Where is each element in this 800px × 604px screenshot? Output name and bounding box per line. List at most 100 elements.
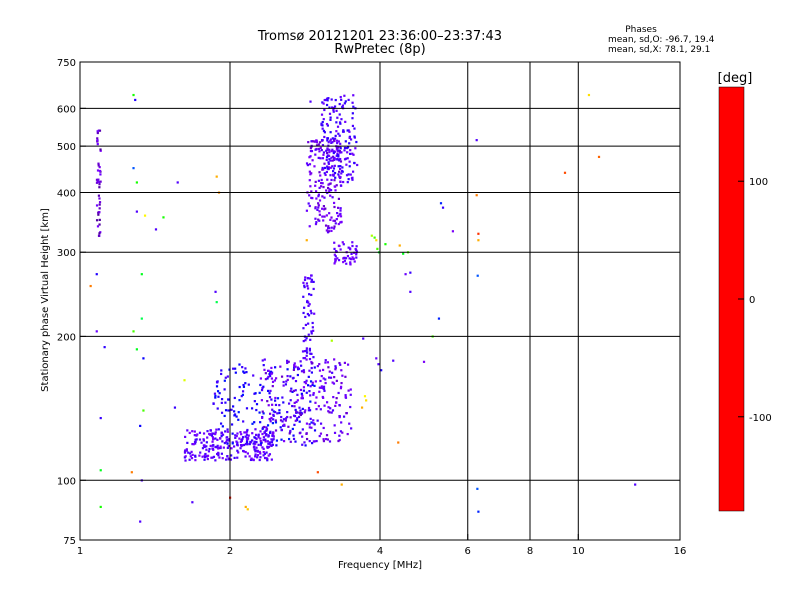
data-point (96, 139, 99, 142)
data-point (308, 170, 311, 173)
data-point (348, 160, 351, 163)
data-point (307, 141, 310, 144)
data-point (326, 139, 329, 142)
data-point (328, 158, 331, 161)
data-point (327, 97, 330, 100)
data-point (224, 401, 227, 404)
data-point (219, 422, 223, 425)
data-point (332, 167, 336, 170)
data-point (326, 147, 329, 150)
data-point (338, 438, 341, 442)
y-tick-label: 500 (57, 142, 76, 153)
data-point (351, 124, 355, 127)
data-point (333, 424, 336, 427)
data-point (308, 369, 311, 372)
data-point (203, 445, 206, 448)
data-point (348, 130, 351, 133)
data-point (322, 151, 326, 154)
data-point (351, 244, 354, 248)
data-point (305, 391, 308, 394)
data-point (98, 166, 101, 169)
data-point (331, 141, 334, 144)
data-point (263, 425, 266, 429)
data-point (220, 372, 223, 376)
data-point (338, 361, 341, 365)
data-point (190, 457, 194, 460)
data-point (295, 400, 298, 404)
data-point (340, 220, 343, 223)
data-point (322, 387, 326, 391)
data-point (338, 213, 341, 216)
data-point (324, 224, 328, 227)
data-point (319, 422, 323, 425)
data-point (302, 327, 305, 330)
data-point (315, 408, 318, 411)
data-point (240, 444, 243, 448)
data-point (312, 356, 315, 359)
data-point (103, 346, 106, 349)
data-point (290, 387, 293, 390)
data-point (333, 253, 336, 256)
data-point (284, 417, 288, 420)
data-point (267, 454, 270, 457)
data-point (333, 247, 336, 251)
data-point (295, 410, 298, 413)
data-point (226, 430, 229, 433)
data-point (308, 390, 311, 393)
data-point (261, 427, 264, 430)
data-point (337, 391, 340, 395)
data-point (292, 368, 295, 372)
data-point (194, 454, 197, 457)
data-point (338, 134, 341, 137)
data-point (293, 423, 296, 426)
data-point (344, 120, 347, 123)
data-point (303, 441, 306, 444)
data-point (135, 210, 138, 213)
x-tick-label: 8 (527, 546, 533, 557)
data-point (282, 440, 286, 443)
data-point (202, 432, 206, 435)
data-point (346, 129, 349, 132)
grid-layer (80, 62, 680, 540)
data-point (239, 447, 242, 450)
data-point (272, 431, 275, 434)
colorbar-tick-label: -100 (749, 413, 772, 424)
data-point (266, 389, 270, 392)
data-point (274, 429, 278, 432)
data-point (333, 376, 336, 379)
data-point (258, 411, 261, 414)
data-point (309, 385, 312, 388)
data-point (245, 433, 249, 436)
data-point (347, 178, 350, 181)
data-point (327, 141, 330, 144)
data-point (206, 454, 210, 457)
data-point (477, 510, 480, 513)
data-point (326, 124, 330, 127)
data-point (409, 271, 412, 274)
data-point (184, 449, 187, 452)
data-point (300, 364, 303, 367)
data-point (309, 309, 312, 312)
data-point (336, 157, 339, 161)
data-point (340, 98, 343, 101)
data-point (279, 365, 282, 368)
colorbar-label: [deg] (718, 71, 753, 86)
data-point (253, 421, 256, 424)
data-point (320, 185, 323, 188)
data-point (217, 447, 220, 450)
data-point (281, 424, 285, 427)
data-point (97, 162, 100, 165)
data-point (221, 457, 224, 460)
data-point (98, 232, 101, 235)
data-point (309, 380, 313, 383)
data-point (272, 435, 275, 438)
data-point (281, 396, 284, 399)
data-point (353, 127, 356, 130)
data-point (294, 440, 297, 443)
data-point (186, 429, 189, 432)
data-point (349, 152, 352, 156)
data-point (310, 421, 313, 424)
data-point (298, 411, 301, 414)
data-point (317, 147, 321, 151)
data-point (96, 130, 99, 133)
